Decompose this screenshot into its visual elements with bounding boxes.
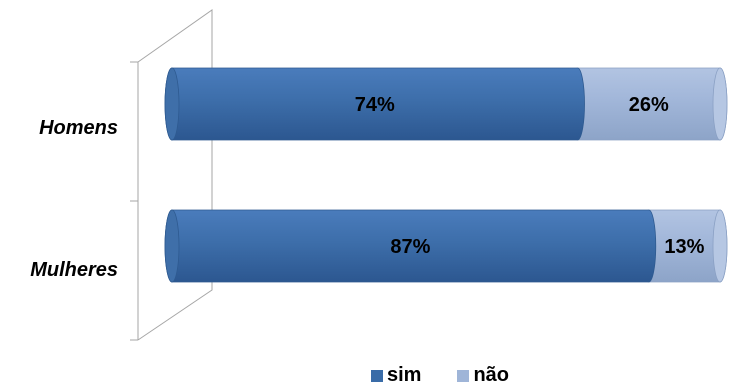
legend: sim não	[371, 364, 545, 387]
category-label-homens: Homens	[39, 117, 118, 139]
data-label-mulheres-sim: 87%	[390, 236, 430, 258]
back-wall	[137, 9, 213, 341]
category-labels: Homens Mulheres	[30, 117, 118, 281]
data-label-homens-nao: 26%	[629, 94, 669, 116]
bar-cap-homens	[712, 67, 728, 141]
legend-label-sim: sim	[387, 364, 422, 386]
bar-start-cap-homens	[164, 67, 180, 141]
bars-group: 26% 74% 13% 87%	[164, 67, 728, 283]
legend-item-nao: não	[457, 364, 509, 387]
legend-item-sim: sim	[371, 364, 421, 387]
bar-cap-mulheres	[712, 209, 728, 283]
legend-swatch-nao	[457, 369, 470, 382]
category-label-mulheres: Mulheres	[30, 259, 118, 281]
data-label-homens-sim: 74%	[355, 94, 395, 116]
legend-label-nao: não	[473, 364, 510, 386]
bar-start-cap-mulheres	[164, 209, 180, 283]
plot-frame	[130, 9, 213, 341]
data-label-mulheres-nao: 13%	[664, 236, 704, 258]
legend-swatch-sim	[371, 369, 383, 382]
